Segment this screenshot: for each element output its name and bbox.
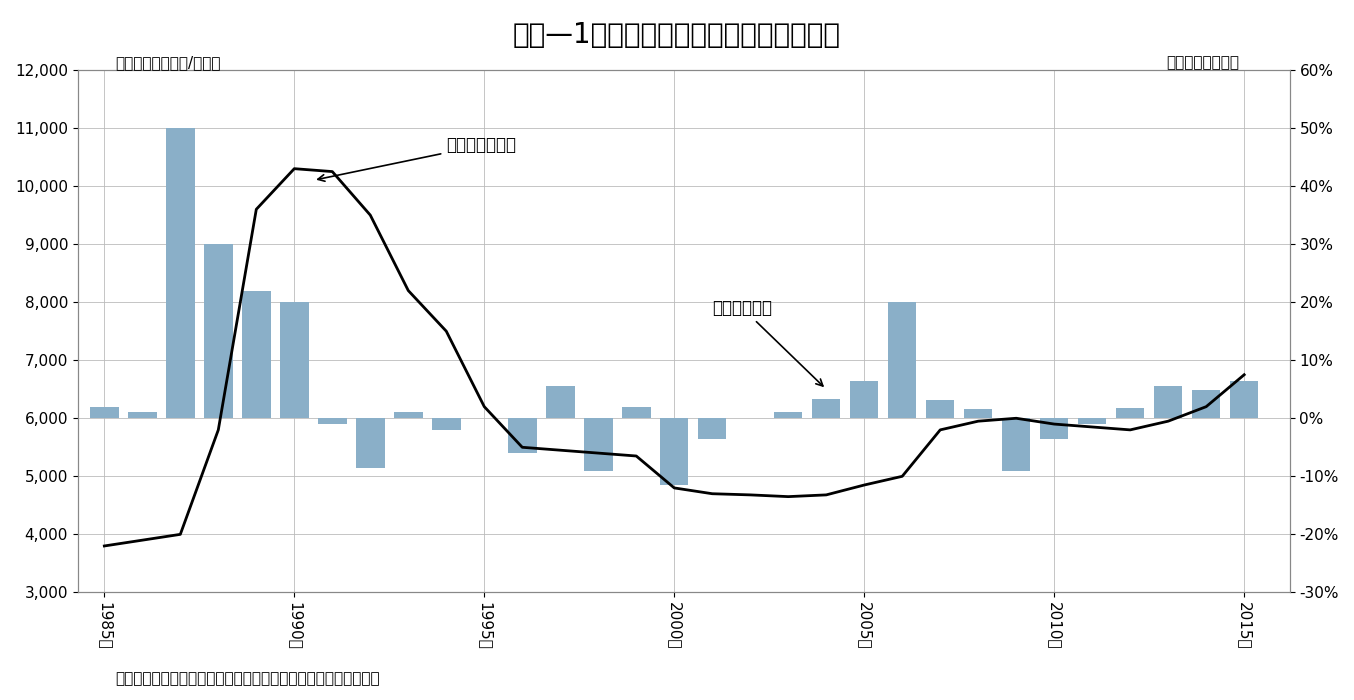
Bar	[546, 386, 574, 419]
Text: 前年比変化率: 前年比変化率	[712, 299, 823, 386]
Bar	[926, 400, 955, 419]
Bar	[584, 419, 612, 470]
Bar	[356, 419, 385, 468]
Bar	[129, 412, 157, 419]
Text: マンション価格: マンション価格	[318, 136, 516, 181]
Bar	[167, 128, 195, 419]
Bar	[432, 419, 460, 430]
Bar	[394, 412, 422, 419]
Bar	[91, 407, 119, 419]
Bar	[318, 419, 347, 424]
Bar	[699, 419, 727, 439]
Bar	[812, 399, 841, 419]
Bar	[242, 290, 271, 419]
Bar	[204, 244, 233, 419]
Bar	[508, 419, 536, 453]
Text: 出所：不動産経済研究所のデータを基にニッセイ基礎研究所作成: 出所：不動産経済研究所のデータを基にニッセイ基礎研究所作成	[115, 671, 379, 686]
Bar	[1229, 381, 1258, 419]
Bar	[888, 302, 917, 419]
Bar	[1192, 390, 1220, 419]
Bar	[280, 302, 309, 419]
Text: 図表—1　東京都のマンション価格の推移: 図表—1 東京都のマンション価格の推移	[513, 21, 841, 49]
Bar	[659, 419, 688, 485]
Bar	[774, 412, 803, 419]
Bar	[1154, 386, 1182, 419]
Text: （前年比変化率）: （前年比変化率）	[1166, 55, 1239, 70]
Bar	[1078, 419, 1106, 424]
Bar	[621, 407, 650, 419]
Bar	[964, 409, 992, 419]
Bar	[1002, 419, 1030, 470]
Bar	[1040, 419, 1068, 439]
Bar	[1116, 408, 1144, 419]
Text: （マンション価格/万円）: （マンション価格/万円）	[115, 55, 221, 70]
Bar	[850, 381, 879, 419]
